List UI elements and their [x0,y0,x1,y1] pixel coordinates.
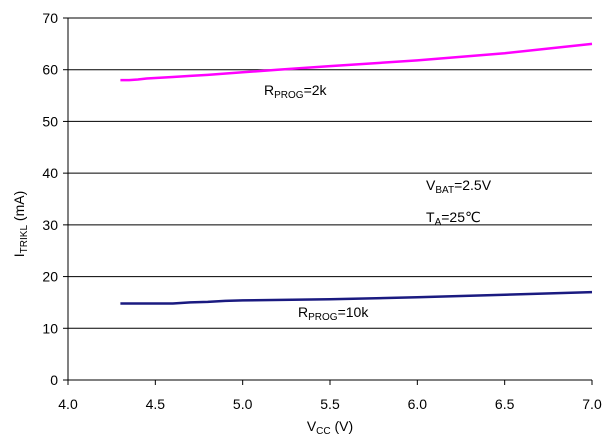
y-tick-label: 40 [42,165,58,181]
y-axis-title: ITRIKL (mA) [11,191,30,257]
annotation-ta: TA=25℃ [426,209,481,228]
y-tick-label: 60 [42,62,58,78]
x-tick-label: 7.0 [582,396,602,412]
grid-lines [68,17,592,329]
y-tick-label: 10 [42,320,58,336]
y-tick-label: 0 [50,372,58,388]
x-tick-label: 6.0 [408,396,428,412]
x-tick-label: 4.0 [58,396,78,412]
y-tick-label: 20 [42,269,58,285]
y-tick-label: 50 [42,113,58,129]
series-label-rprog-10k: RPROG=10k [298,304,369,323]
series-line-1 [120,290,593,305]
x-axis-title: VCC (V) [307,418,353,436]
y-tick-label: 30 [42,217,58,233]
x-tick-label: 5.5 [320,396,340,412]
tick-labels: 0 10 20 30 40 50 60 70 4.0 4.5 5.0 5.5 6.0 6.5 7.0 [42,10,602,412]
y-tick-label: 70 [42,10,58,26]
axes [63,17,593,385]
x-tick-label: 5.0 [233,396,253,412]
annotation-vbat: VBAT=2.5V [426,177,492,196]
x-tick-label: 6.5 [495,396,515,412]
series-label-rprog-2k: RPROG=2k [264,82,328,101]
x-tick-label: 4.5 [146,396,166,412]
series-layer [120,42,593,305]
series-line-0 [120,42,593,82]
